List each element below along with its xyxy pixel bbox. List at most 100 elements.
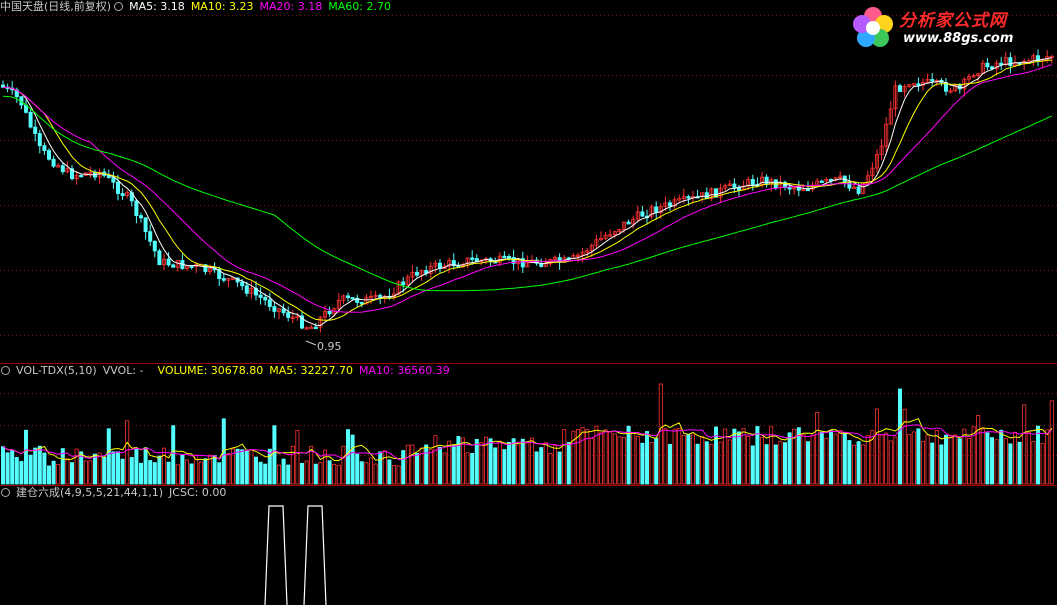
candle-body	[709, 188, 714, 200]
volume-bar	[985, 432, 990, 485]
candle-body	[635, 211, 640, 220]
volume-bar	[442, 452, 447, 485]
volume-bar	[709, 443, 714, 485]
jcsc-signal	[303, 505, 327, 605]
volume-bar	[483, 436, 488, 485]
volume-bar	[741, 428, 746, 485]
volume-bar	[1008, 443, 1013, 485]
volume-bar	[608, 431, 613, 485]
candle-body	[166, 258, 171, 266]
volume-bar	[322, 449, 327, 485]
volume-bar	[189, 463, 194, 485]
volume-bar	[612, 433, 617, 485]
candle-body	[120, 193, 125, 196]
volume-bar	[594, 425, 599, 485]
volume-bar	[691, 434, 696, 485]
gear-icon[interactable]	[1, 488, 10, 497]
candle-body	[447, 260, 452, 267]
volume-bar	[97, 452, 102, 485]
volume-bar	[276, 464, 281, 485]
volume-bar	[796, 427, 801, 485]
volume-bar	[530, 437, 535, 485]
volume-bar	[999, 429, 1004, 485]
volume-bar	[364, 462, 369, 485]
volume-bar	[654, 437, 659, 485]
volume-bar	[433, 435, 438, 485]
volume-bar	[451, 445, 456, 485]
volume-bar	[309, 445, 314, 485]
candle-body	[341, 295, 346, 301]
candle-body	[520, 258, 525, 268]
volume-bar	[207, 454, 212, 485]
volume-bar	[856, 441, 861, 485]
volume-bar	[42, 452, 47, 485]
ma10-line	[2, 59, 1052, 321]
gear-icon[interactable]	[114, 2, 124, 11]
candle-body	[865, 175, 870, 184]
volume-bar	[19, 461, 24, 485]
volume-bar	[718, 441, 723, 485]
candle-body	[732, 183, 737, 188]
volume-bar	[755, 426, 760, 485]
candle-body	[746, 179, 751, 187]
candle-body	[28, 111, 33, 128]
candle-body	[888, 108, 893, 125]
volume-bar	[520, 438, 525, 485]
candle-body	[727, 183, 732, 187]
candle-body	[474, 258, 479, 262]
jcsc-signal	[264, 505, 288, 605]
volume-bar	[281, 458, 286, 485]
candle-body	[999, 62, 1004, 66]
candle-body	[539, 262, 544, 267]
candle-body	[856, 186, 861, 194]
volume-bar	[318, 462, 323, 485]
volume-bar	[677, 427, 682, 485]
candle-body	[502, 255, 507, 259]
candle-body	[861, 183, 866, 194]
volume-bar	[70, 462, 75, 485]
volume-bar	[1013, 431, 1018, 485]
candle-body	[143, 217, 148, 233]
volume-bar	[870, 430, 875, 485]
volume-bar	[60, 448, 65, 485]
volume-bar	[663, 428, 668, 485]
volume-bar	[980, 428, 985, 485]
candle-body	[350, 297, 355, 300]
candle-body	[428, 265, 433, 274]
candle-body	[304, 327, 309, 330]
candle-body	[626, 221, 631, 225]
candle-body	[14, 89, 19, 98]
volume-ma10-label: MA10: 36560.39	[358, 364, 450, 377]
volume-label: VOLUME: 30678.80	[157, 364, 264, 377]
candle-body	[401, 281, 406, 286]
volume-bar	[184, 459, 189, 485]
volume-bar	[580, 427, 585, 485]
candle-body	[203, 264, 208, 272]
volume-bar	[258, 461, 263, 485]
candle-body	[221, 278, 226, 281]
flower-icon	[853, 7, 893, 47]
candle-body	[47, 150, 52, 160]
volume-bar	[534, 451, 539, 485]
volume-bar	[387, 459, 392, 485]
candle-body	[792, 187, 797, 190]
gear-icon[interactable]	[1, 366, 10, 375]
volume-bar	[125, 420, 130, 485]
candle-body	[631, 218, 636, 225]
volume-bar	[548, 453, 553, 485]
candle-body	[318, 316, 323, 328]
volume-bar	[396, 465, 401, 485]
volume-bar	[263, 463, 268, 485]
volume-bar	[704, 441, 709, 485]
volume-bar	[824, 437, 829, 485]
volume-bar	[944, 434, 949, 485]
volume-bar	[226, 453, 231, 485]
jcsc-label: JCSC: 0.00	[169, 486, 227, 499]
candle-body	[847, 182, 852, 189]
volume-ma10-line	[2, 424, 1053, 461]
volume-bar	[102, 456, 107, 485]
candle-body	[700, 192, 705, 198]
candle-body	[336, 299, 341, 310]
volume-bar	[161, 447, 166, 485]
